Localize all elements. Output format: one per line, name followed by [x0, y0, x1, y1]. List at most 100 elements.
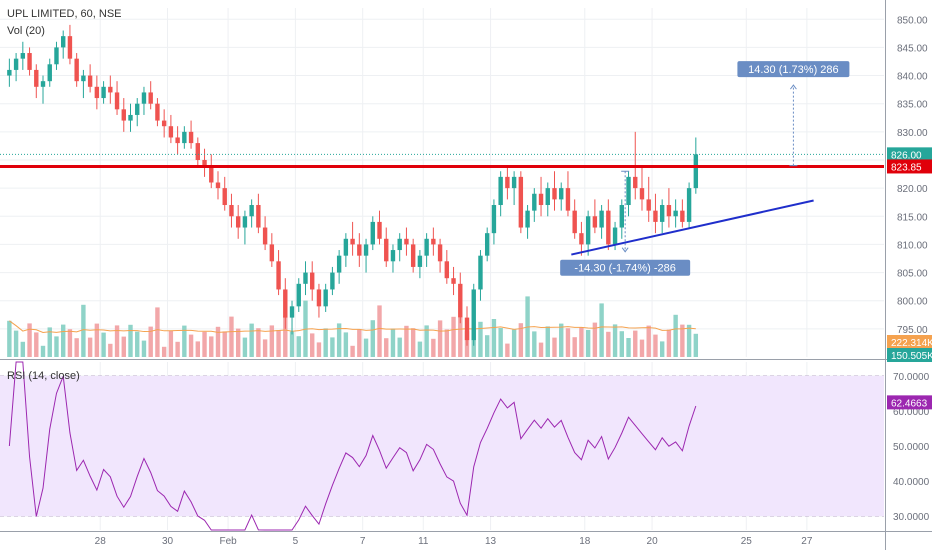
volume-last-badge-box: [887, 348, 932, 362]
volume-bar: [155, 307, 160, 357]
time-tick-label: 20: [647, 536, 659, 547]
volume-bar: [350, 345, 355, 357]
rsi-tick-label: 60.0000: [893, 407, 930, 418]
price-tick-label: 810.00: [897, 240, 928, 251]
candle-body: [108, 86, 113, 93]
volume-bar: [141, 340, 147, 357]
volume-bar: [235, 328, 241, 357]
volume-bar: [686, 324, 692, 357]
candle-body: [303, 272, 308, 284]
volume-bar: [680, 324, 685, 357]
candle-body: [444, 261, 450, 279]
candle-body: [135, 103, 140, 115]
volume-bar: [283, 316, 288, 357]
candle-body: [599, 210, 604, 228]
candle-body: [74, 58, 79, 82]
candle-body: [269, 244, 275, 262]
volume-bar: [505, 343, 510, 357]
volume-bar: [639, 339, 645, 357]
candle-body: [397, 238, 402, 251]
candle-body: [7, 69, 12, 76]
candle-body: [54, 47, 59, 65]
volume-bar: [323, 328, 328, 357]
volume-bar: [363, 338, 369, 357]
volume-bar: [343, 332, 349, 357]
candle-body: [20, 53, 26, 59]
candle-body: [40, 81, 46, 87]
volume-bar: [585, 330, 591, 357]
candle-body: [141, 92, 147, 104]
candle-body: [128, 114, 133, 121]
rsi-last-badge-box: [887, 395, 932, 410]
candle-body: [612, 227, 618, 245]
time-axis: 28 30 Feb 5 7 11 13 18 20 25 27: [95, 536, 813, 547]
rsi-indicator-label: RSI (14, close): [7, 370, 80, 382]
price-tick-label: 835.00: [897, 100, 928, 111]
volume-bars: [7, 296, 699, 357]
candle-body: [168, 126, 174, 138]
candle-body: [538, 193, 544, 206]
volume-bar: [599, 303, 604, 357]
chart-title: UPL LIMITED, 60, NSE: [7, 8, 122, 20]
time-tick-label: 11: [418, 536, 429, 547]
candle-body: [384, 238, 389, 262]
candle-body: [545, 188, 550, 206]
measure-tools[interactable]: 14.30 (1.73%) 286 -14.30 (-1.74%) -286: [560, 61, 850, 276]
candle-body: [310, 272, 315, 290]
candle-body: [87, 75, 93, 87]
candle-body: [283, 289, 288, 318]
volume-bar: [390, 328, 396, 357]
candle-body: [464, 317, 470, 341]
volume-bar: [478, 321, 483, 357]
candle-body: [471, 289, 476, 341]
volume-bar: [559, 323, 564, 357]
candle-body: [437, 244, 443, 262]
candle-body: [565, 188, 571, 211]
volume-bar: [357, 329, 362, 357]
candle-body: [249, 205, 254, 217]
volume-ma-badge: 222.314K: [891, 338, 932, 349]
volume-bar: [20, 341, 26, 357]
volume-bar: [175, 341, 180, 357]
candle-body: [532, 193, 537, 211]
candle-body: [215, 182, 221, 189]
candle-body: [377, 221, 382, 239]
time-tick-label: 30: [162, 536, 174, 547]
trendline[interactable]: [571, 199, 814, 256]
volume-bar: [673, 314, 678, 357]
candle-body: [357, 244, 362, 256]
volume-bar: [121, 336, 126, 357]
volume-bar: [646, 325, 651, 357]
time-tick-label: 7: [360, 536, 366, 547]
volume-bar: [256, 328, 261, 357]
volume-indicator-label: Vol (20): [7, 25, 45, 37]
candle-body: [61, 36, 66, 48]
volume-bar: [633, 330, 638, 357]
candle-body: [13, 58, 19, 70]
volume-bar: [545, 326, 550, 357]
candle-body: [350, 238, 355, 245]
candle-body: [626, 176, 631, 206]
volume-bar: [54, 336, 59, 357]
measure-up-box: [737, 61, 850, 78]
last-price-badge: 826.00: [891, 150, 922, 161]
candle-body: [148, 92, 153, 104]
volume-bar: [458, 317, 463, 357]
measure-down-label: -14.30 (-1.74%) -286: [574, 263, 676, 275]
candle-body: [276, 261, 281, 290]
last-price-badge-box: [887, 147, 932, 162]
candle-body: [633, 176, 638, 189]
candles: [7, 24, 699, 346]
time-tick-label: 25: [741, 536, 753, 547]
volume-bar: [222, 331, 227, 357]
volume-bar: [572, 337, 577, 357]
volume-bar: [135, 331, 140, 357]
candle-body: [336, 255, 342, 273]
candle-body: [343, 238, 349, 256]
volume-bar: [659, 341, 665, 357]
volume-ma-badge-box: [887, 335, 932, 349]
candle-body: [330, 272, 335, 290]
rsi-last-badge: 62.4663: [891, 398, 928, 409]
volume-bar: [67, 329, 73, 357]
